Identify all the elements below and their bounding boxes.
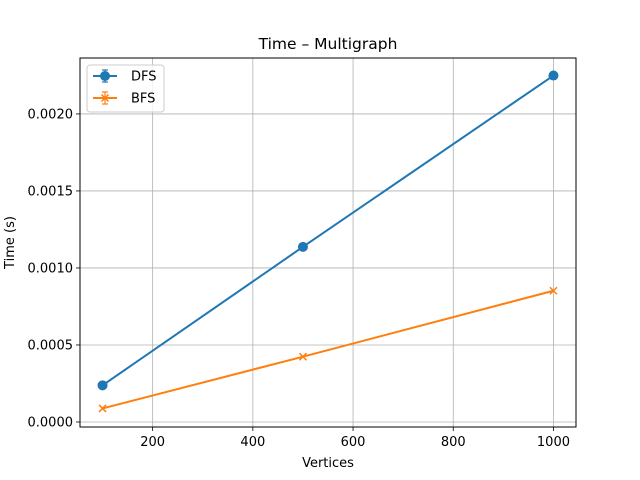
y-axis: 0.0000 0.0005 0.0010 0.0015 0.0020	[28, 107, 80, 430]
dfs-point	[548, 70, 559, 81]
legend-label-dfs: DFS	[131, 70, 157, 85]
y-axis-label: Time (s)	[3, 216, 18, 270]
y-tick-label: 0.0015	[28, 184, 74, 199]
bfs-series	[98, 286, 558, 413]
dfs-series	[97, 70, 559, 391]
x-tick-label: 200	[140, 435, 165, 450]
chart-title: Time – Multigraph	[258, 35, 398, 53]
grid	[80, 58, 576, 427]
legend-entry-bfs: BFS	[93, 91, 155, 107]
legend-label-bfs: BFS	[131, 92, 155, 107]
bfs-point	[298, 352, 307, 361]
legend: DFS BFS	[86, 64, 165, 113]
x-axis: 200 400 600 800 1000	[140, 427, 570, 450]
x-tick-label: 400	[240, 435, 265, 450]
dfs-point	[97, 380, 108, 391]
legend-marker-bfs	[100, 93, 110, 103]
y-tick-label: 0.0005	[28, 338, 74, 353]
x-tick-label: 600	[341, 435, 366, 450]
legend-entry-dfs: DFS	[93, 69, 157, 85]
x-tick-label: 800	[441, 435, 466, 450]
y-tick-label: 0.0020	[28, 107, 74, 122]
bfs-point	[98, 404, 107, 413]
series-layer	[97, 70, 559, 413]
x-axis-label: Vertices	[302, 456, 354, 471]
y-tick-label: 0.0010	[28, 261, 74, 276]
y-tick-label: 0.0000	[28, 415, 74, 430]
legend-marker-dfs	[100, 71, 110, 81]
x-tick-label: 1000	[537, 435, 570, 450]
plot-frame	[79, 57, 577, 428]
bfs-point	[549, 286, 558, 295]
dfs-point	[297, 241, 308, 252]
